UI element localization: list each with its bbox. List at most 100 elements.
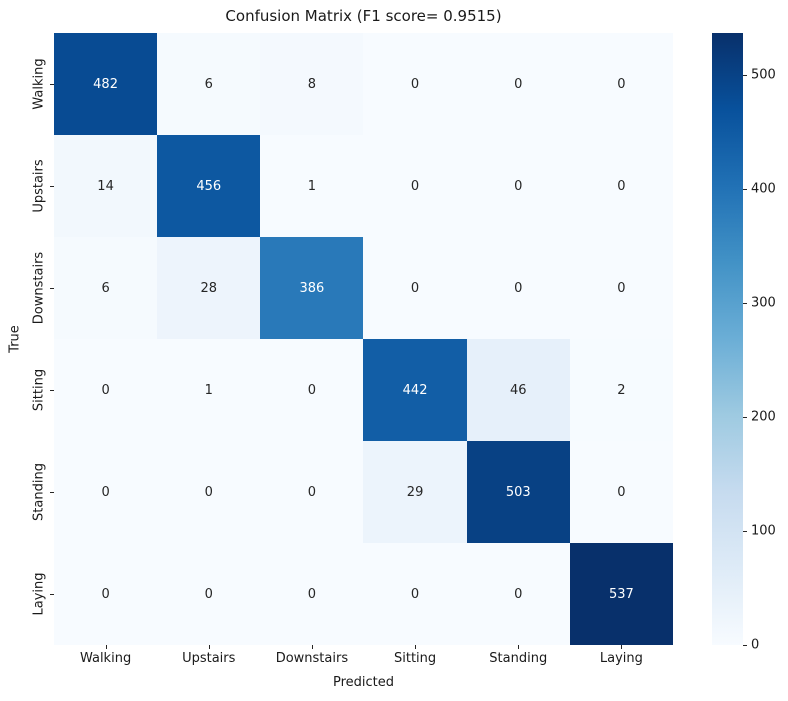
- y-tick-label: Laying: [31, 572, 47, 616]
- cell-value: 46: [509, 382, 527, 398]
- cell-value: 0: [307, 382, 317, 398]
- x-tick-label: Downstairs: [275, 651, 349, 666]
- cell-value: 8: [307, 76, 317, 92]
- x-tick-mark: [518, 645, 520, 649]
- cell-value: 6: [101, 280, 110, 296]
- heatmap-cell: 0: [363, 33, 467, 135]
- y-tick-mark: [50, 186, 54, 187]
- colorbar-tick-mark: [743, 189, 747, 191]
- y-tick-mark: [50, 492, 54, 493]
- y-tick-label: Sitting: [31, 368, 47, 412]
- heatmap-cell: 0: [157, 543, 261, 645]
- cell-value: 0: [514, 76, 523, 92]
- y-tick-mark: [50, 84, 54, 85]
- heatmap-cell: 503: [466, 441, 570, 543]
- heatmap-cell: 6: [157, 33, 261, 135]
- heatmap-cell: 46: [466, 339, 570, 441]
- cell-value: 0: [410, 586, 420, 602]
- heatmap-cell: 0: [569, 237, 673, 339]
- cell-value: 0: [617, 280, 626, 296]
- heatmap-cell: 0: [363, 543, 467, 645]
- colorbar-tick-mark: [743, 645, 747, 646]
- cell-value: 503: [505, 484, 531, 500]
- heatmap-grid: 482 6 8 0 0 0 14 456 1 0 0 0 6 28 386 0 0 0 0 1 0 442 46 2 0 0 0 29…: [54, 33, 673, 645]
- cell-value: 0: [101, 484, 110, 500]
- x-tick-mark: [105, 645, 107, 649]
- cell-value: 6: [204, 76, 213, 92]
- heatmap-cell: 0: [466, 33, 570, 135]
- heatmap-cell: 8: [260, 33, 364, 135]
- heatmap-cell: 0: [466, 237, 570, 339]
- heatmap-cell: 0: [466, 135, 570, 237]
- heatmap-cell: 0: [569, 441, 673, 543]
- y-tick-label: Downstairs: [31, 251, 47, 325]
- heatmap-cell: 0: [157, 441, 261, 543]
- cell-value: 0: [514, 586, 523, 602]
- colorbar-tick-mark: [743, 303, 747, 305]
- x-tick-mark: [208, 645, 210, 649]
- heatmap-cell: 0: [260, 543, 364, 645]
- cell-value: 0: [204, 484, 213, 500]
- heatmap-cell: 0: [363, 237, 467, 339]
- colorbar-tick-label: 200: [751, 409, 776, 425]
- heatmap-cell: 0: [260, 339, 364, 441]
- cell-value: 2: [617, 382, 626, 398]
- cell-value: 0: [101, 382, 110, 398]
- heatmap-cell: 0: [363, 135, 467, 237]
- cell-value: 29: [406, 484, 424, 500]
- cell-value: 0: [410, 76, 420, 92]
- heatmap-cell: 28: [157, 237, 261, 339]
- y-tick-label: Upstairs: [31, 159, 47, 213]
- colorbar-tick-label: 100: [751, 523, 776, 539]
- cell-value: 386: [299, 280, 325, 296]
- x-tick-label: Sitting: [393, 651, 437, 666]
- heatmap-cell: 386: [260, 237, 364, 339]
- x-tick-mark: [621, 645, 623, 649]
- heatmap-cell: 14: [54, 135, 158, 237]
- cell-value: 0: [514, 280, 523, 296]
- heatmap-cell: 0: [54, 441, 158, 543]
- x-tick-label: Upstairs: [182, 651, 236, 666]
- cell-value: 1: [204, 382, 213, 398]
- heatmap-cell: 537: [569, 543, 673, 645]
- heatmap-cell: 456: [157, 135, 261, 237]
- colorbar-tick-label: 400: [751, 181, 776, 197]
- x-tick-label: Laying: [599, 651, 643, 666]
- x-tick-label: Standing: [489, 651, 548, 666]
- cell-value: 0: [617, 484, 626, 500]
- cell-value: 0: [307, 484, 317, 500]
- y-tick-label: Walking: [31, 58, 47, 110]
- cell-value: 0: [204, 586, 213, 602]
- y-axis-label: True: [7, 325, 23, 353]
- cell-value: 0: [617, 76, 626, 92]
- colorbar: [712, 33, 743, 645]
- y-tick-mark: [50, 390, 54, 391]
- x-tick-mark: [415, 645, 417, 649]
- x-axis-label: Predicted: [332, 675, 395, 690]
- cell-value: 0: [101, 586, 110, 602]
- heatmap-cell: 0: [54, 543, 158, 645]
- cell-value: 442: [402, 382, 428, 398]
- cell-value: 482: [93, 76, 118, 92]
- colorbar-tick-mark: [743, 75, 747, 77]
- heatmap-cell: 482: [54, 33, 158, 135]
- heatmap-cell: 1: [157, 339, 261, 441]
- y-tick-mark: [50, 594, 54, 595]
- cell-value: 537: [608, 586, 634, 602]
- colorbar-tick-mark: [743, 417, 747, 419]
- cell-value: 0: [617, 178, 626, 194]
- heatmap-cell: 0: [54, 339, 158, 441]
- heatmap-cell: 1: [260, 135, 364, 237]
- y-tick-mark: [50, 288, 54, 289]
- cell-value: 14: [97, 178, 114, 194]
- x-tick-mark: [311, 645, 313, 649]
- heatmap-cell: 29: [363, 441, 467, 543]
- cell-value: 0: [410, 178, 420, 194]
- cell-value: 0: [307, 586, 317, 602]
- colorbar-tick-label: 300: [751, 295, 776, 311]
- colorbar-tick-label: 0: [751, 637, 760, 653]
- cell-value: 1: [307, 178, 317, 194]
- chart-title: Confusion Matrix (F1 score= 0.9515): [225, 7, 502, 25]
- heatmap-cell: 0: [466, 543, 570, 645]
